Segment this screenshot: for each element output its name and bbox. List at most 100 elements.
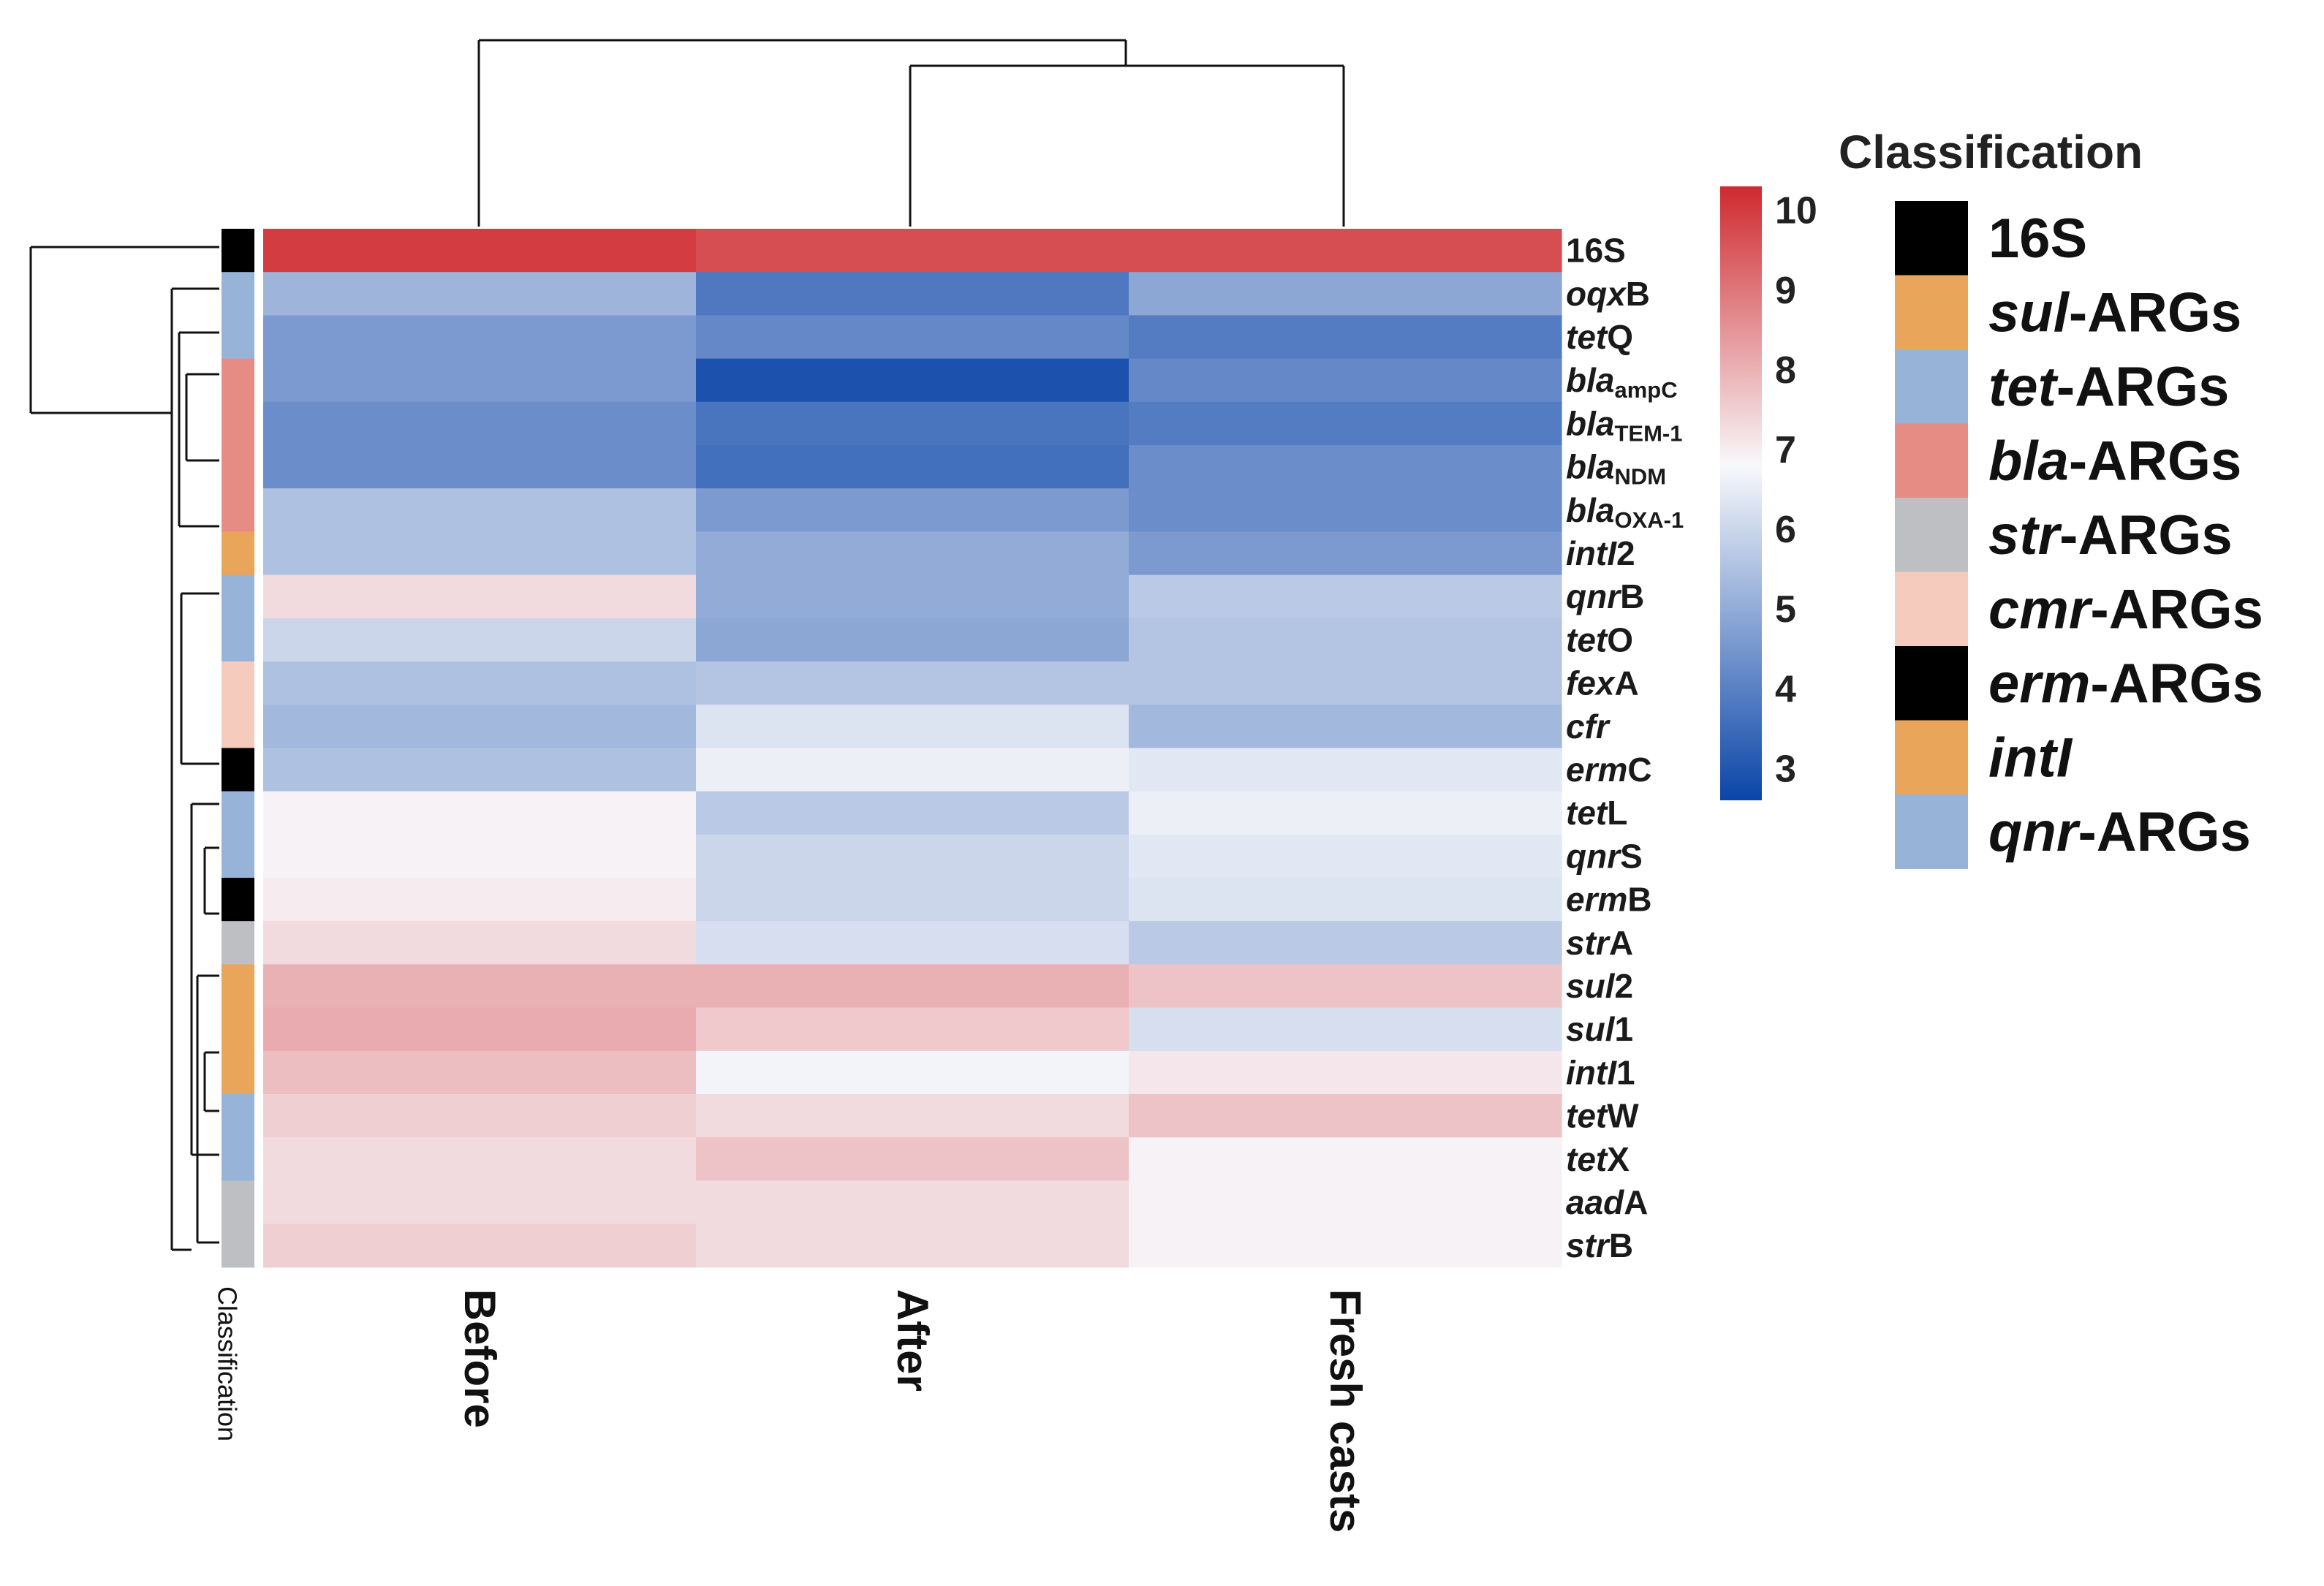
legend-entry-label: erm-ARGs: [1988, 653, 2263, 715]
column-label: Before: [455, 1289, 504, 1428]
classification-cell: [222, 748, 254, 792]
classification-cell: [222, 315, 254, 360]
heatmap-cell: [696, 315, 1129, 360]
heatmap-cell: [1129, 272, 1562, 316]
heatmap-cell: [696, 358, 1129, 403]
heatmap-cell: [1129, 1050, 1562, 1095]
heatmap-cell: [696, 445, 1129, 489]
row-label: tetL: [1566, 794, 1627, 832]
classification-bar-label: Classification: [212, 1286, 242, 1441]
row-label: ermB: [1566, 881, 1652, 919]
heatmap-cell: [696, 1050, 1129, 1095]
heatmap-cell: [263, 1007, 697, 1052]
column-label: After: [888, 1289, 937, 1392]
legend-swatch: [1895, 646, 1968, 721]
heatmap-cell: [1129, 445, 1562, 489]
row-label: sul1: [1566, 1010, 1633, 1048]
legend-swatch: [1895, 201, 1968, 276]
scale-tick-label: 8: [1775, 349, 1796, 392]
heatmap-cell: [263, 488, 697, 532]
heatmap-cell: [1129, 531, 1562, 576]
row-labels: 16S oqxB tetQ blaampCblaTEM-1blaNDMblaOXA-1…: [1566, 232, 1684, 1265]
row-label: tetX: [1566, 1140, 1630, 1178]
heatmap-cell: [696, 488, 1129, 532]
color-scale-ticks: 3 4 5 6 7 8 9 10: [1775, 190, 1817, 791]
heatmap-cell: [263, 315, 697, 360]
legend-swatch: [1895, 794, 1968, 869]
heatmap-cell: [263, 1137, 697, 1181]
heatmap-cell: [696, 1180, 1129, 1225]
heatmap-cell: [263, 358, 697, 403]
legend-entry-label: str-ARGs: [1988, 504, 2233, 566]
legend-swatch: [1895, 275, 1968, 350]
heatmap-cell: [696, 272, 1129, 316]
heatmap-cell: [1129, 661, 1562, 705]
classification-cell: [222, 705, 254, 748]
heatmap-cell: [263, 748, 697, 792]
heatmap-cell: [263, 401, 697, 446]
legend-entry-label: qnr-ARGs: [1988, 801, 2251, 863]
heatmap-cell: [696, 618, 1129, 662]
classification-cell: [222, 1050, 254, 1095]
column-dendrogram: [477, 39, 1345, 227]
heatmap-cell: [696, 1223, 1129, 1268]
classification-cell: [222, 1223, 254, 1268]
row-label: ermC: [1566, 751, 1652, 789]
scale-tick-label: 6: [1775, 509, 1796, 551]
heatmap-cell: [1129, 705, 1562, 748]
row-label: qnrS: [1566, 837, 1643, 875]
heatmap-cell: [1129, 1094, 1562, 1138]
row-label: sul2: [1566, 967, 1633, 1005]
classification-cell: [222, 1180, 254, 1225]
heatmap-cell: [263, 1094, 697, 1138]
row-label: qnrB: [1566, 577, 1644, 615]
classification-cell: [222, 358, 254, 403]
heatmap-cell: [1129, 878, 1562, 922]
row-label: intI2: [1566, 534, 1635, 572]
row-dendrogram: [29, 246, 219, 1251]
heatmap-cell: [263, 834, 697, 879]
legend-swatch: [1895, 349, 1968, 424]
row-label: blaNDM: [1566, 448, 1666, 490]
classification-cell: [222, 1007, 254, 1052]
heatmap-cell: [696, 401, 1129, 446]
heatmap-cell: [1129, 358, 1562, 403]
heatmap-cell: [263, 1180, 697, 1225]
legend-title: Classification: [1839, 126, 2143, 178]
classification-cell: [222, 488, 254, 532]
heatmap-cell: [1129, 791, 1562, 835]
classification-cell: [222, 661, 254, 705]
heatmap-cell: [1129, 229, 1562, 273]
row-label: intI1: [1566, 1053, 1635, 1091]
classification-cell: [222, 964, 254, 1009]
heatmap-cell: [263, 921, 697, 965]
row-label: cfr: [1566, 707, 1610, 745]
scale-tick-label: 7: [1775, 429, 1796, 471]
heatmap-cell: [1129, 1007, 1562, 1052]
heatmap-cell: [696, 791, 1129, 835]
heatmap-cell: [263, 705, 697, 748]
heatmap-cell: [696, 834, 1129, 879]
heatmap-cell: [263, 661, 697, 705]
heatmap-cell: [696, 878, 1129, 922]
classification-cell: [222, 272, 254, 316]
legend-entry-label: tet-ARGs: [1988, 356, 2229, 418]
heatmap-cell: [263, 1223, 697, 1268]
heatmap-cell: [1129, 574, 1562, 619]
row-label: blaOXA-1: [1566, 491, 1684, 533]
row-label: blaampC: [1566, 361, 1678, 403]
heatmap-cell: [696, 1094, 1129, 1138]
classification-cell: [222, 401, 254, 446]
row-label: oqxB: [1566, 275, 1650, 313]
legend-swatch: [1895, 423, 1968, 498]
row-label: 16S: [1566, 232, 1626, 270]
scale-tick-label: 4: [1775, 668, 1796, 710]
column-labels: Before After Fresh casts: [455, 1289, 1370, 1533]
heatmap-cell: [263, 574, 697, 619]
classification-cell: [222, 618, 254, 662]
classification-cell: [222, 531, 254, 576]
row-label: blaTEM-1: [1566, 404, 1682, 446]
heatmap-cell: [263, 445, 697, 489]
legend-entry-label: sul-ARGs: [1988, 281, 2241, 344]
